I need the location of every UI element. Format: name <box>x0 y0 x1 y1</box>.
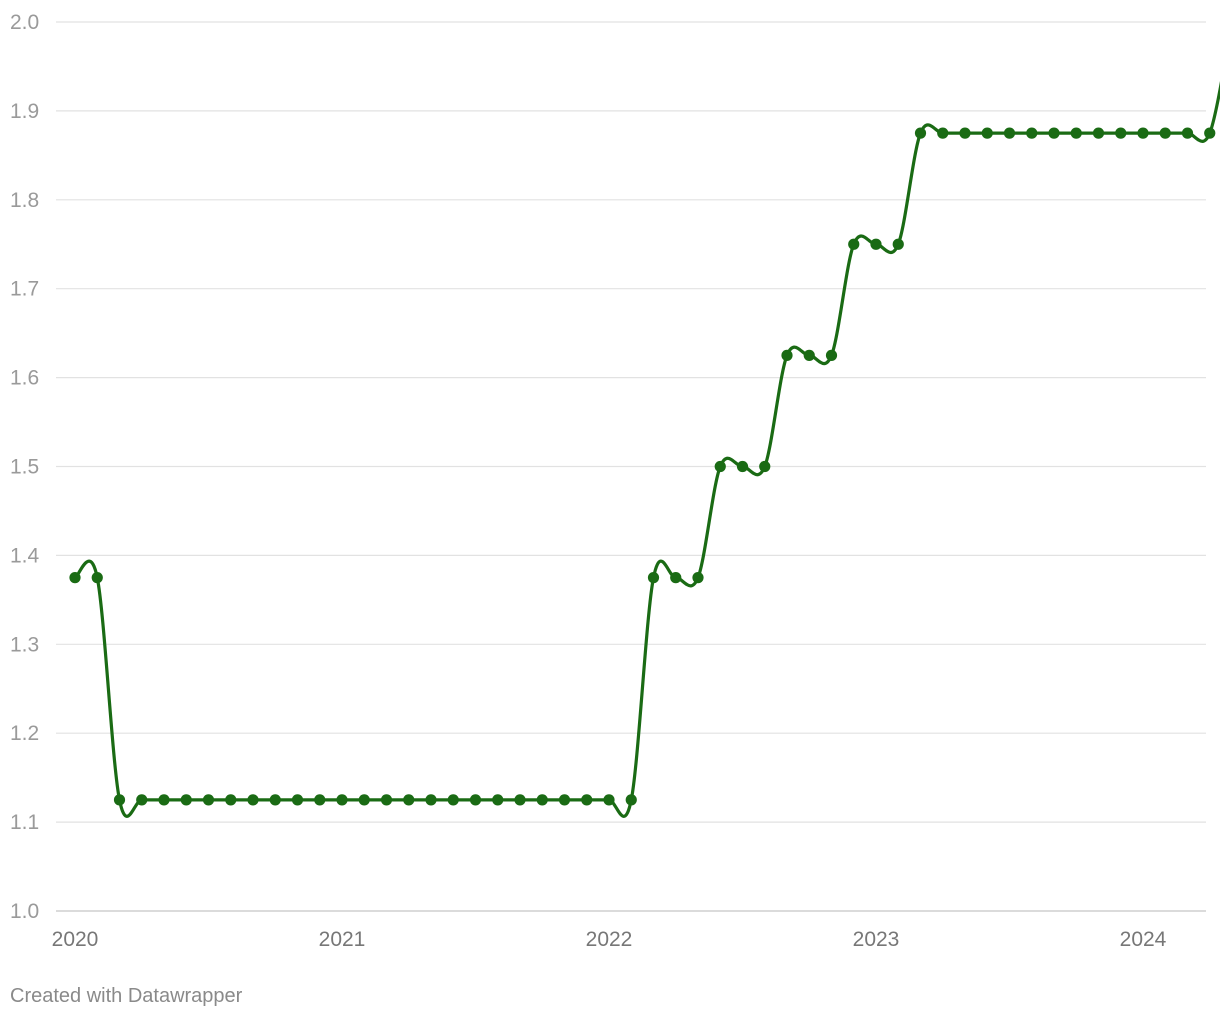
data-point <box>759 460 771 473</box>
y-tick-label: 1.0 <box>10 900 39 923</box>
data-point <box>625 794 637 806</box>
data-point <box>581 794 593 806</box>
x-tick-label: 2024 <box>1120 928 1167 951</box>
data-point <box>403 794 415 806</box>
data-points <box>69 127 1216 806</box>
y-tick-label: 1.1 <box>10 811 39 834</box>
data-point <box>736 460 749 473</box>
x-tick-label: 2021 <box>319 928 366 951</box>
data-point <box>803 349 815 361</box>
data-point <box>514 794 526 806</box>
data-point <box>1048 127 1060 139</box>
data-point <box>225 794 237 806</box>
data-point <box>1115 127 1127 139</box>
data-point <box>1181 127 1194 139</box>
data-point <box>425 794 437 806</box>
y-tick-label: 1.2 <box>10 722 39 745</box>
data-point <box>959 127 971 139</box>
data-point <box>781 349 793 361</box>
y-tick-label: 1.3 <box>10 633 39 656</box>
data-point <box>937 127 949 139</box>
data-point <box>603 794 615 806</box>
y-axis-labels: 1.0 1.1 1.2 1.3 1.4 1.5 1.6 1.7 1.8 1.9 2.0 <box>10 11 40 923</box>
x-axis-labels: 2020 2021 2022 2023 2024 <box>52 928 1167 951</box>
data-point <box>558 794 571 806</box>
data-point <box>291 794 304 806</box>
data-point <box>647 572 660 584</box>
data-point <box>113 794 126 806</box>
y-tick-label: 1.8 <box>10 189 39 212</box>
data-point <box>247 794 259 806</box>
x-tick-label: 2020 <box>52 928 99 951</box>
data-point <box>981 127 993 139</box>
data-point <box>1159 127 1171 139</box>
credit-text: Created with Datawrapper <box>10 985 243 1007</box>
data-point <box>314 794 326 806</box>
data-point <box>358 794 370 806</box>
data-point <box>870 238 882 250</box>
data-point <box>136 794 148 806</box>
y-tick-label: 1.6 <box>10 367 39 390</box>
data-point <box>892 238 904 250</box>
data-point <box>492 794 504 806</box>
x-tick-label: 2023 <box>853 928 900 951</box>
data-point <box>180 794 192 806</box>
data-point <box>1092 127 1105 139</box>
data-point <box>91 572 103 584</box>
data-point <box>202 794 215 806</box>
data-point <box>469 794 482 806</box>
data-point <box>536 794 548 806</box>
data-point <box>670 572 682 584</box>
data-point <box>714 460 726 473</box>
data-point <box>825 349 838 361</box>
data-point <box>1070 127 1082 139</box>
data-point <box>336 794 348 806</box>
x-tick-label: 2022 <box>586 928 633 951</box>
data-point <box>1137 127 1149 139</box>
data-point <box>1003 127 1016 139</box>
y-tick-label: 1.7 <box>10 278 39 301</box>
data-point <box>69 572 81 584</box>
data-point <box>1026 127 1038 139</box>
data-point <box>158 794 170 806</box>
y-tick-label: 1.5 <box>10 456 39 479</box>
data-point <box>692 572 704 584</box>
data-point <box>1204 127 1216 139</box>
y-tick-label: 1.9 <box>10 100 39 123</box>
grid-lines <box>56 21 1206 912</box>
y-tick-label: 1.4 <box>10 544 40 567</box>
data-point <box>848 238 860 250</box>
data-point <box>380 794 393 806</box>
data-point <box>269 794 281 806</box>
data-point <box>447 794 459 806</box>
data-point <box>914 127 927 139</box>
series-line <box>73 81 1220 818</box>
y-tick-label: 2.0 <box>10 11 39 34</box>
